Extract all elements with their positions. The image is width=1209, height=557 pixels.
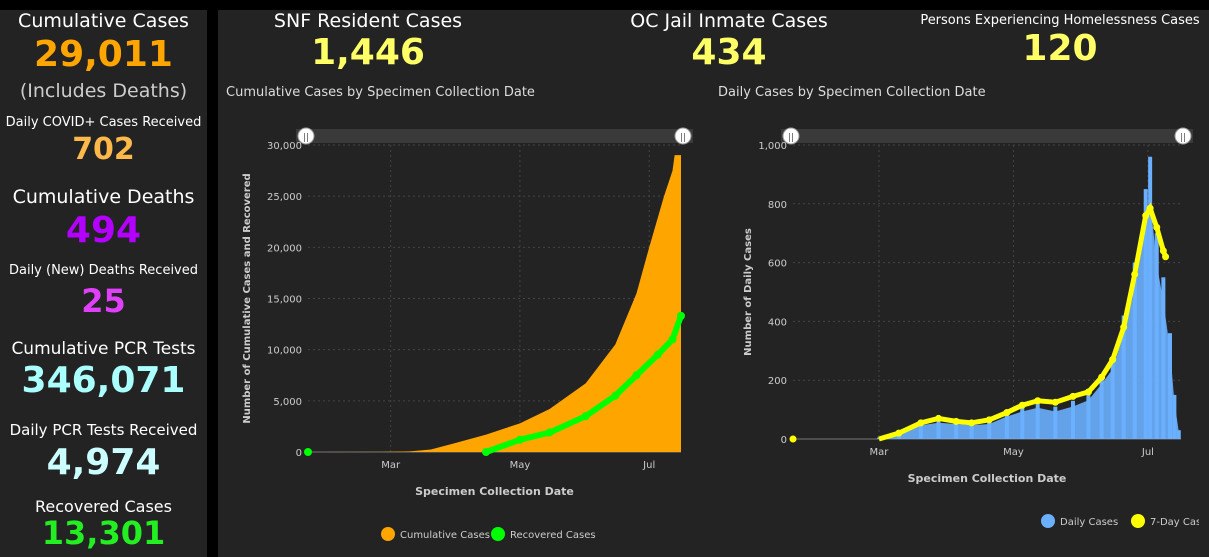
chart2-title: Daily Cases by Specimen Collection Date	[718, 85, 986, 100]
slider-handle-grip: ||	[1180, 133, 1186, 143]
y-tick-label: 25,000	[267, 192, 302, 203]
left-stats-panel: Cumulative Cases 29,011 (Includes Deaths…	[0, 10, 207, 557]
cumulative-cases-chart: || || 0 5,000 10,000 15,000 20,000 25,000 30,000…	[242, 127, 693, 541]
daily-deaths-label: Daily (New) Deaths Received	[8, 263, 199, 278]
cumulative-pcr-label: Cumulative PCR Tests	[11, 339, 196, 359]
x-axis-label: Specimen Collection Date	[908, 472, 1067, 485]
slider-handle-grip: ||	[788, 133, 794, 143]
daily-cases-bars-fill	[878, 199, 1179, 439]
legend-label: 7-Day Case Average	[1150, 517, 1199, 528]
daily-cases-label: Daily COVID+ Cases Received	[5, 115, 202, 130]
avg-point	[789, 435, 797, 443]
daily-cases-value: 702	[72, 132, 135, 167]
y-tick-label: 5,000	[273, 397, 302, 408]
homeless-value: 120	[1022, 28, 1098, 69]
recovered-value: 13,301	[41, 514, 166, 552]
snf-label: SNF Resident Cases	[273, 10, 463, 32]
legend-label: Recovered Cases	[510, 530, 596, 541]
y-axis-label: Number of Daily Cases	[743, 228, 754, 356]
legend-label: Cumulative Cases	[400, 530, 490, 541]
daily-deaths-value: 25	[81, 282, 126, 320]
main-charts-panel: SNF Resident Cases 1,446 OC Jail Inmate …	[218, 10, 1209, 557]
x-tick-label: Mar	[381, 460, 401, 471]
y-axis-label: Number of Cumulative Cases and Recovered	[242, 173, 253, 423]
y-tick-label: 0	[781, 435, 787, 446]
x-tick-label: Mar	[870, 447, 890, 458]
y-tick-label: 600	[768, 259, 787, 270]
jail-label: OC Jail Inmate Cases	[630, 10, 828, 32]
cumulative-deaths-value: 494	[65, 210, 142, 251]
cumulative-deaths-label: Cumulative Deaths	[12, 186, 195, 208]
recovered-line	[485, 314, 684, 455]
legend-marker	[1041, 514, 1055, 528]
slider-handle-grip: ||	[303, 133, 309, 143]
homeless-label: Persons Experiencing Homelessness Cases	[920, 13, 1200, 28]
y-tick-label: 800	[768, 200, 787, 211]
slider-handle-1	[1174, 127, 1192, 145]
x-tick-label: Jul	[1141, 447, 1154, 458]
y-tick-label: 200	[768, 376, 787, 387]
x-tick-label: May	[1003, 447, 1024, 458]
snf-value: 1,446	[311, 32, 425, 73]
slider-handle-0	[297, 127, 315, 145]
y-tick-label: 20,000	[267, 243, 302, 254]
jail-value: 434	[691, 32, 767, 73]
slider-handle-grip: ||	[680, 133, 686, 143]
daily-pcr-label: Daily PCR Tests Received	[9, 421, 198, 439]
legend-marker	[381, 527, 395, 541]
avg-line	[878, 202, 1168, 442]
recovered-label: Recovered Cases	[35, 497, 172, 516]
legend-marker	[491, 527, 505, 541]
recovered-point	[304, 448, 312, 456]
chart1-title: Cumulative Cases by Specimen Collection …	[226, 85, 535, 100]
y-tick-label: 400	[768, 317, 787, 328]
y-tick-label: 10,000	[267, 346, 302, 357]
y-tick-label: 30,000	[267, 141, 302, 152]
snf-stat: SNF Resident Cases 1,446	[268, 10, 468, 73]
x-tick-label: May	[510, 460, 531, 471]
slider-handle-0	[782, 127, 800, 145]
x-axis-label: Specimen Collection Date	[415, 485, 574, 498]
legend-label: Daily Cases	[1060, 517, 1118, 528]
y-tick-label: 0	[296, 448, 302, 459]
time-slider-track	[296, 129, 693, 143]
y-tick-label: 15,000	[267, 295, 302, 306]
cumulative-cases-label: Cumulative Cases	[18, 10, 189, 32]
daily-pcr-value: 4,974	[46, 442, 161, 483]
y-tick-label: 1,000	[758, 141, 787, 152]
jail-stat: OC Jail Inmate Cases 434	[614, 10, 844, 73]
daily-cases-chart: || || 0 200 400 600 800 1,000 Mar May Jul Specimen …	[743, 127, 1199, 528]
homeless-stat: Persons Experiencing Homelessness Cases …	[920, 13, 1200, 69]
cumulative-cases-value: 29,011	[34, 34, 173, 75]
slider-handle-1	[674, 127, 692, 145]
time-slider-track	[781, 129, 1193, 143]
x-tick-label: Jul	[642, 460, 655, 471]
cumulative-pcr-value: 346,071	[21, 360, 186, 401]
cumulative-cases-note: (Includes Deaths)	[19, 80, 188, 102]
legend-marker	[1131, 514, 1145, 528]
cumulative-cases-area	[308, 155, 681, 452]
